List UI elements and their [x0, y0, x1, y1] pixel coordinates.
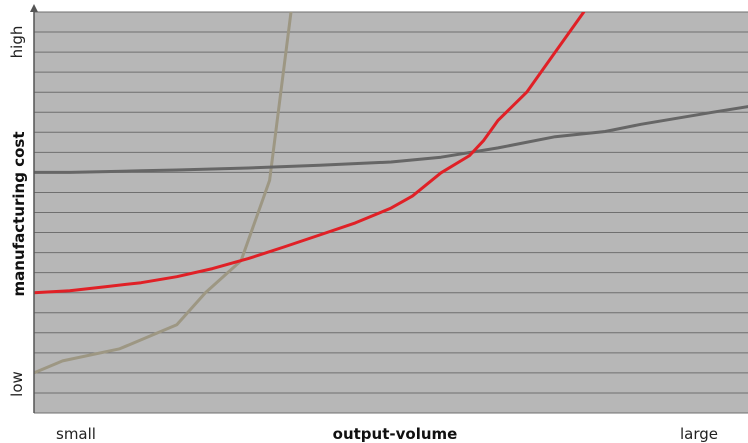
y-axis-arrow-icon	[30, 4, 38, 12]
gridlines	[34, 11, 748, 414]
x-axis-title: output-volume	[333, 425, 458, 443]
x-tick-label-large: large	[680, 425, 718, 443]
series-layer	[34, 12, 748, 375]
y-axis-title: manufacturing cost	[10, 132, 28, 297]
y-tick-label-low: low	[8, 371, 26, 397]
series-line-3	[34, 12, 586, 295]
y-tick-label-high: high	[8, 26, 26, 59]
series-line-2	[34, 105, 748, 174]
x-tick-label-small: small	[56, 425, 96, 443]
series-line-1	[34, 12, 293, 375]
